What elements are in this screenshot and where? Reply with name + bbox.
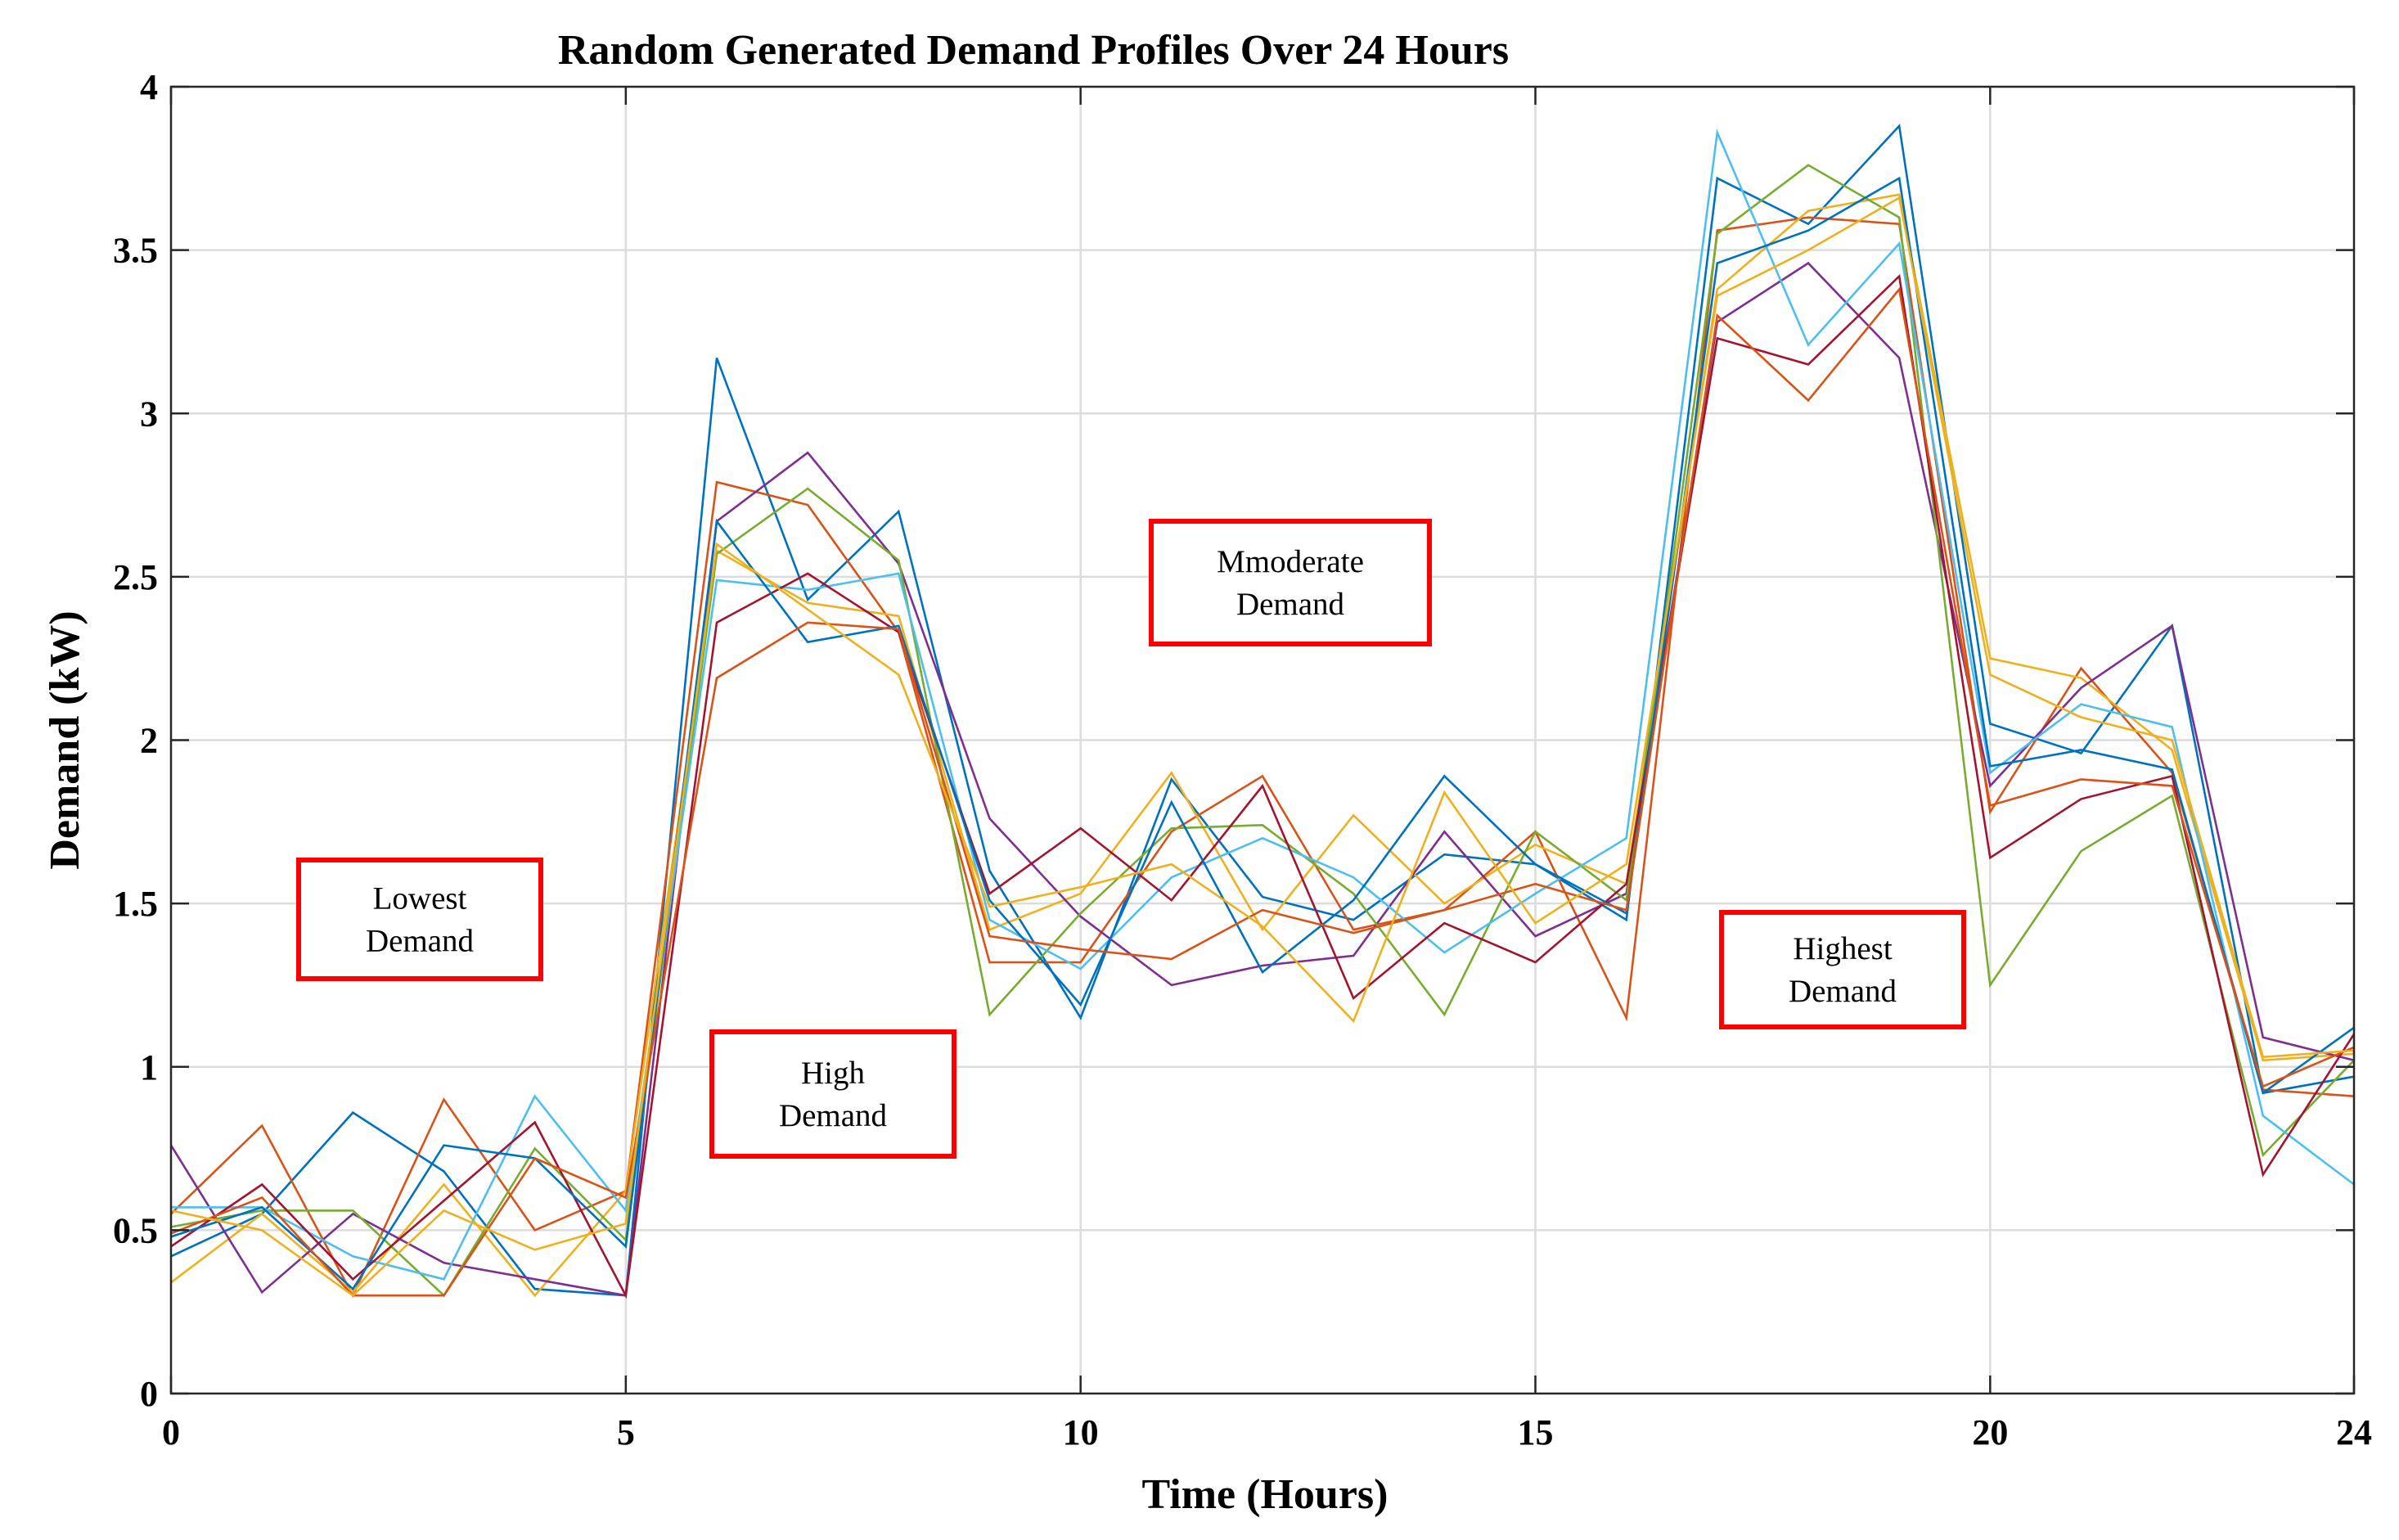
y-tick-label: 4: [140, 67, 158, 107]
annotation-lowest: Lowest Demand: [296, 858, 543, 981]
series-lines: [169, 124, 2356, 1299]
annotation-text: High: [801, 1056, 865, 1091]
series-line-3: [170, 193, 2355, 1298]
x-tick-label: 5: [617, 1412, 635, 1452]
y-tick-label: 2: [140, 721, 158, 761]
series-line-7: [170, 273, 2356, 1299]
y-tick-label: 1.5: [113, 884, 158, 924]
annotation-text: Highest: [1793, 931, 1892, 966]
annotation-box: [709, 1029, 956, 1159]
axis-ticks: 0 5 10 15 20 24 0 0.5 1 1.5 2 2.5 3 3.5 4: [113, 67, 2372, 1452]
x-axis-label: Time (Hours): [1142, 1471, 1389, 1518]
annotation-high: High Demand: [709, 1029, 956, 1159]
series-line-9: [170, 286, 2355, 1297]
annotation-highest: Highest Demand: [1719, 910, 1966, 1029]
y-tick-label: 3.5: [113, 231, 158, 271]
y-tick-label: 3: [140, 394, 158, 434]
annotation-text: Demand: [1789, 974, 1897, 1009]
x-tick-label: 10: [1063, 1412, 1099, 1452]
annotation-box: [1149, 519, 1432, 646]
series-line-4: [169, 261, 2355, 1297]
annotation-text: Demand: [366, 924, 475, 959]
series-line-6: [171, 128, 2355, 1281]
y-axis-label: Demand (kW): [42, 610, 88, 869]
annotation-moderate: Mmoderate Demand: [1149, 519, 1432, 646]
annotation-boxes: LowestDemandHighDemandMmoderateDemandHig…: [296, 519, 1966, 1159]
series-line-1: [170, 124, 2355, 1297]
annotation-text: Mmoderate: [1217, 544, 1364, 579]
y-tick-label: 1: [140, 1047, 158, 1087]
x-tick-label: 15: [1518, 1412, 1554, 1452]
chart-title: Random Generated Demand Profiles Over 24…: [558, 27, 1509, 74]
x-tick-label: 20: [1972, 1412, 2008, 1452]
series-line-10: [170, 196, 2355, 1297]
x-tick-label: 24: [2336, 1412, 2372, 1452]
y-tick-label: 0: [140, 1374, 158, 1414]
series-line-5: [170, 164, 2355, 1298]
annotation-text: Demand: [1236, 587, 1345, 622]
x-tick-label: 0: [162, 1412, 180, 1452]
annotation-box: [1719, 910, 1966, 1029]
series-line-2: [170, 216, 2355, 1299]
annotation-text: Lowest: [373, 881, 467, 916]
y-tick-label: 2.5: [113, 557, 158, 597]
annotation-box: [296, 858, 543, 981]
annotation-text: Demand: [779, 1098, 888, 1133]
y-tick-label: 0.5: [113, 1210, 158, 1250]
